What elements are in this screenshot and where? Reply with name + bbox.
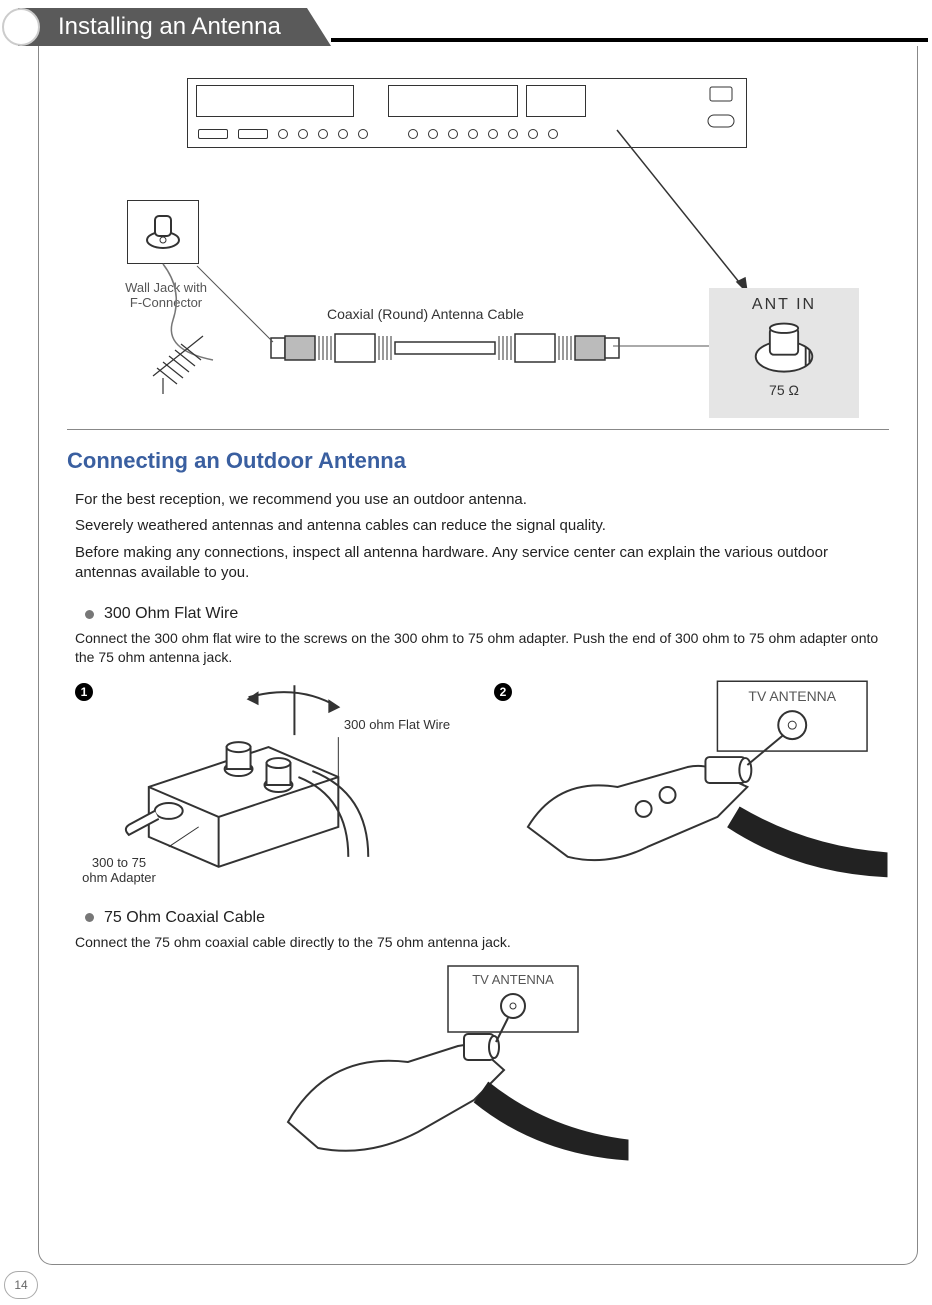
subsection-1-instruction: Connect the 300 ohm flat wire to the scr…: [75, 629, 881, 667]
content-frame: Wall Jack with F-Connector Coaxial (Roun…: [38, 46, 918, 1265]
coax-cable-illustration: [271, 328, 611, 364]
bottom-tv-label: TV ANTENNA: [472, 972, 554, 987]
ant-in-panel: ANT IN 75 Ω: [709, 288, 859, 418]
page-title: Installing an Antenna: [18, 8, 307, 46]
subsection-1-header: 300 Ohm Flat Wire: [85, 605, 881, 623]
cable-link-right: [613, 340, 713, 352]
ant-in-ohm-label: 75 Ω: [769, 382, 799, 398]
tab-circle-decor: [2, 8, 40, 46]
figure-number-2: 2: [494, 683, 512, 701]
tab-rule: [331, 38, 928, 46]
subsection-1-figures: 1: [69, 677, 887, 887]
ant-in-socket-icon: [751, 320, 817, 378]
coax-cable-label: Coaxial (Round) Antenna Cable: [327, 306, 524, 322]
fig1-adapter-label: 300 to 75ohm Adapter: [69, 855, 169, 885]
section-para-2: Severely weathered antennas and antenna …: [75, 516, 881, 536]
ant-in-title: ANT IN: [752, 296, 816, 314]
figure-adapter: 1: [69, 677, 468, 887]
subsection-1-title: 300 Ohm Flat Wire: [104, 605, 238, 623]
figure-number-1: 1: [75, 683, 93, 701]
cable-link-left: [195, 264, 275, 344]
fig1-wire-label: 300 ohm Flat Wire: [332, 717, 462, 732]
subsection-2-instruction: Connect the 75 ohm coaxial cable directl…: [75, 933, 881, 952]
section-title: Connecting an Outdoor Antenna: [67, 448, 889, 474]
section-para-3: Before making any connections, inspect a…: [75, 543, 881, 584]
bullet-icon: [85, 913, 94, 922]
section-para-1: For the best reception, we recommend you…: [75, 490, 881, 510]
figure-coax-direct: TV ANTENNA: [268, 962, 688, 1162]
tab-slope-decor: [307, 8, 331, 46]
page-number: 14: [4, 1271, 38, 1299]
subsection-2-title: 75 Ohm Coaxial Cable: [104, 909, 265, 927]
wall-jack-illustration: [127, 200, 199, 264]
page-header: Installing an Antenna: [0, 8, 932, 46]
subsection-2-header: 75 Ohm Coaxial Cable: [85, 909, 881, 927]
figure-plug-adapter: 2 TV ANTENNA: [488, 677, 887, 887]
fig2-tv-label: TV ANTENNA: [748, 688, 836, 704]
figure-antenna-connection: Wall Jack with F-Connector Coaxial (Roun…: [67, 70, 889, 430]
bullet-icon: [85, 610, 94, 619]
